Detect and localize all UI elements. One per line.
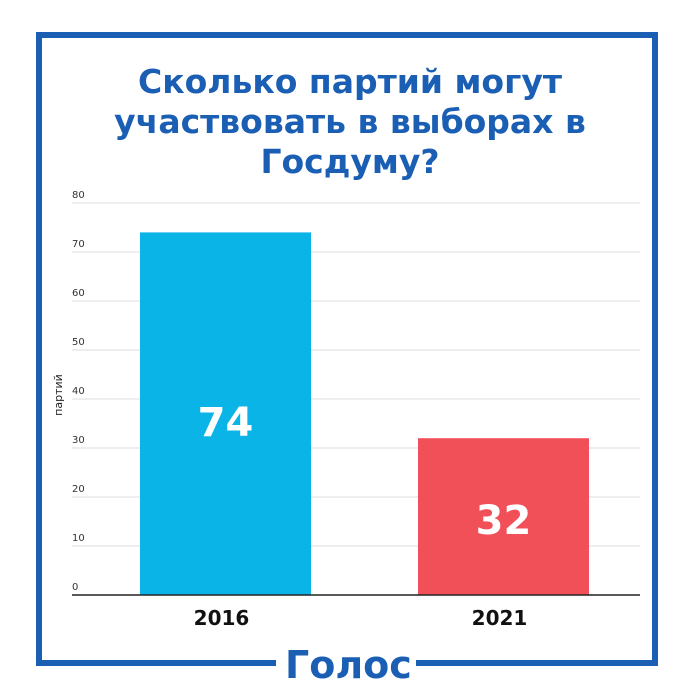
bar-2021 xyxy=(418,438,589,595)
y-tick-label: 0 xyxy=(72,582,78,593)
chart-frame xyxy=(36,32,658,666)
frame-bottom-right xyxy=(416,660,658,666)
golos-logo: Голос xyxy=(285,643,412,687)
x-tick-label-2016: 2016 xyxy=(194,606,250,630)
y-axis-label: партий xyxy=(52,374,65,416)
y-tick-label: 20 xyxy=(72,484,85,495)
y-tick-label: 60 xyxy=(72,288,85,299)
y-tick-label: 30 xyxy=(72,435,85,446)
chart-title: Сколько партий могут участвовать в выбор… xyxy=(114,62,586,181)
y-tick-label: 50 xyxy=(72,337,85,348)
y-tick-label: 80 xyxy=(72,190,85,201)
y-tick-label: 70 xyxy=(72,239,85,250)
data-label-2021: 32 xyxy=(476,498,532,544)
frame-bottom-left xyxy=(36,660,276,666)
y-tick-label: 40 xyxy=(72,386,85,397)
x-tick-label-2021: 2021 xyxy=(472,606,528,630)
data-label-2016: 74 xyxy=(198,400,254,446)
bar-2016 xyxy=(140,232,311,595)
y-tick-label: 10 xyxy=(72,533,85,544)
